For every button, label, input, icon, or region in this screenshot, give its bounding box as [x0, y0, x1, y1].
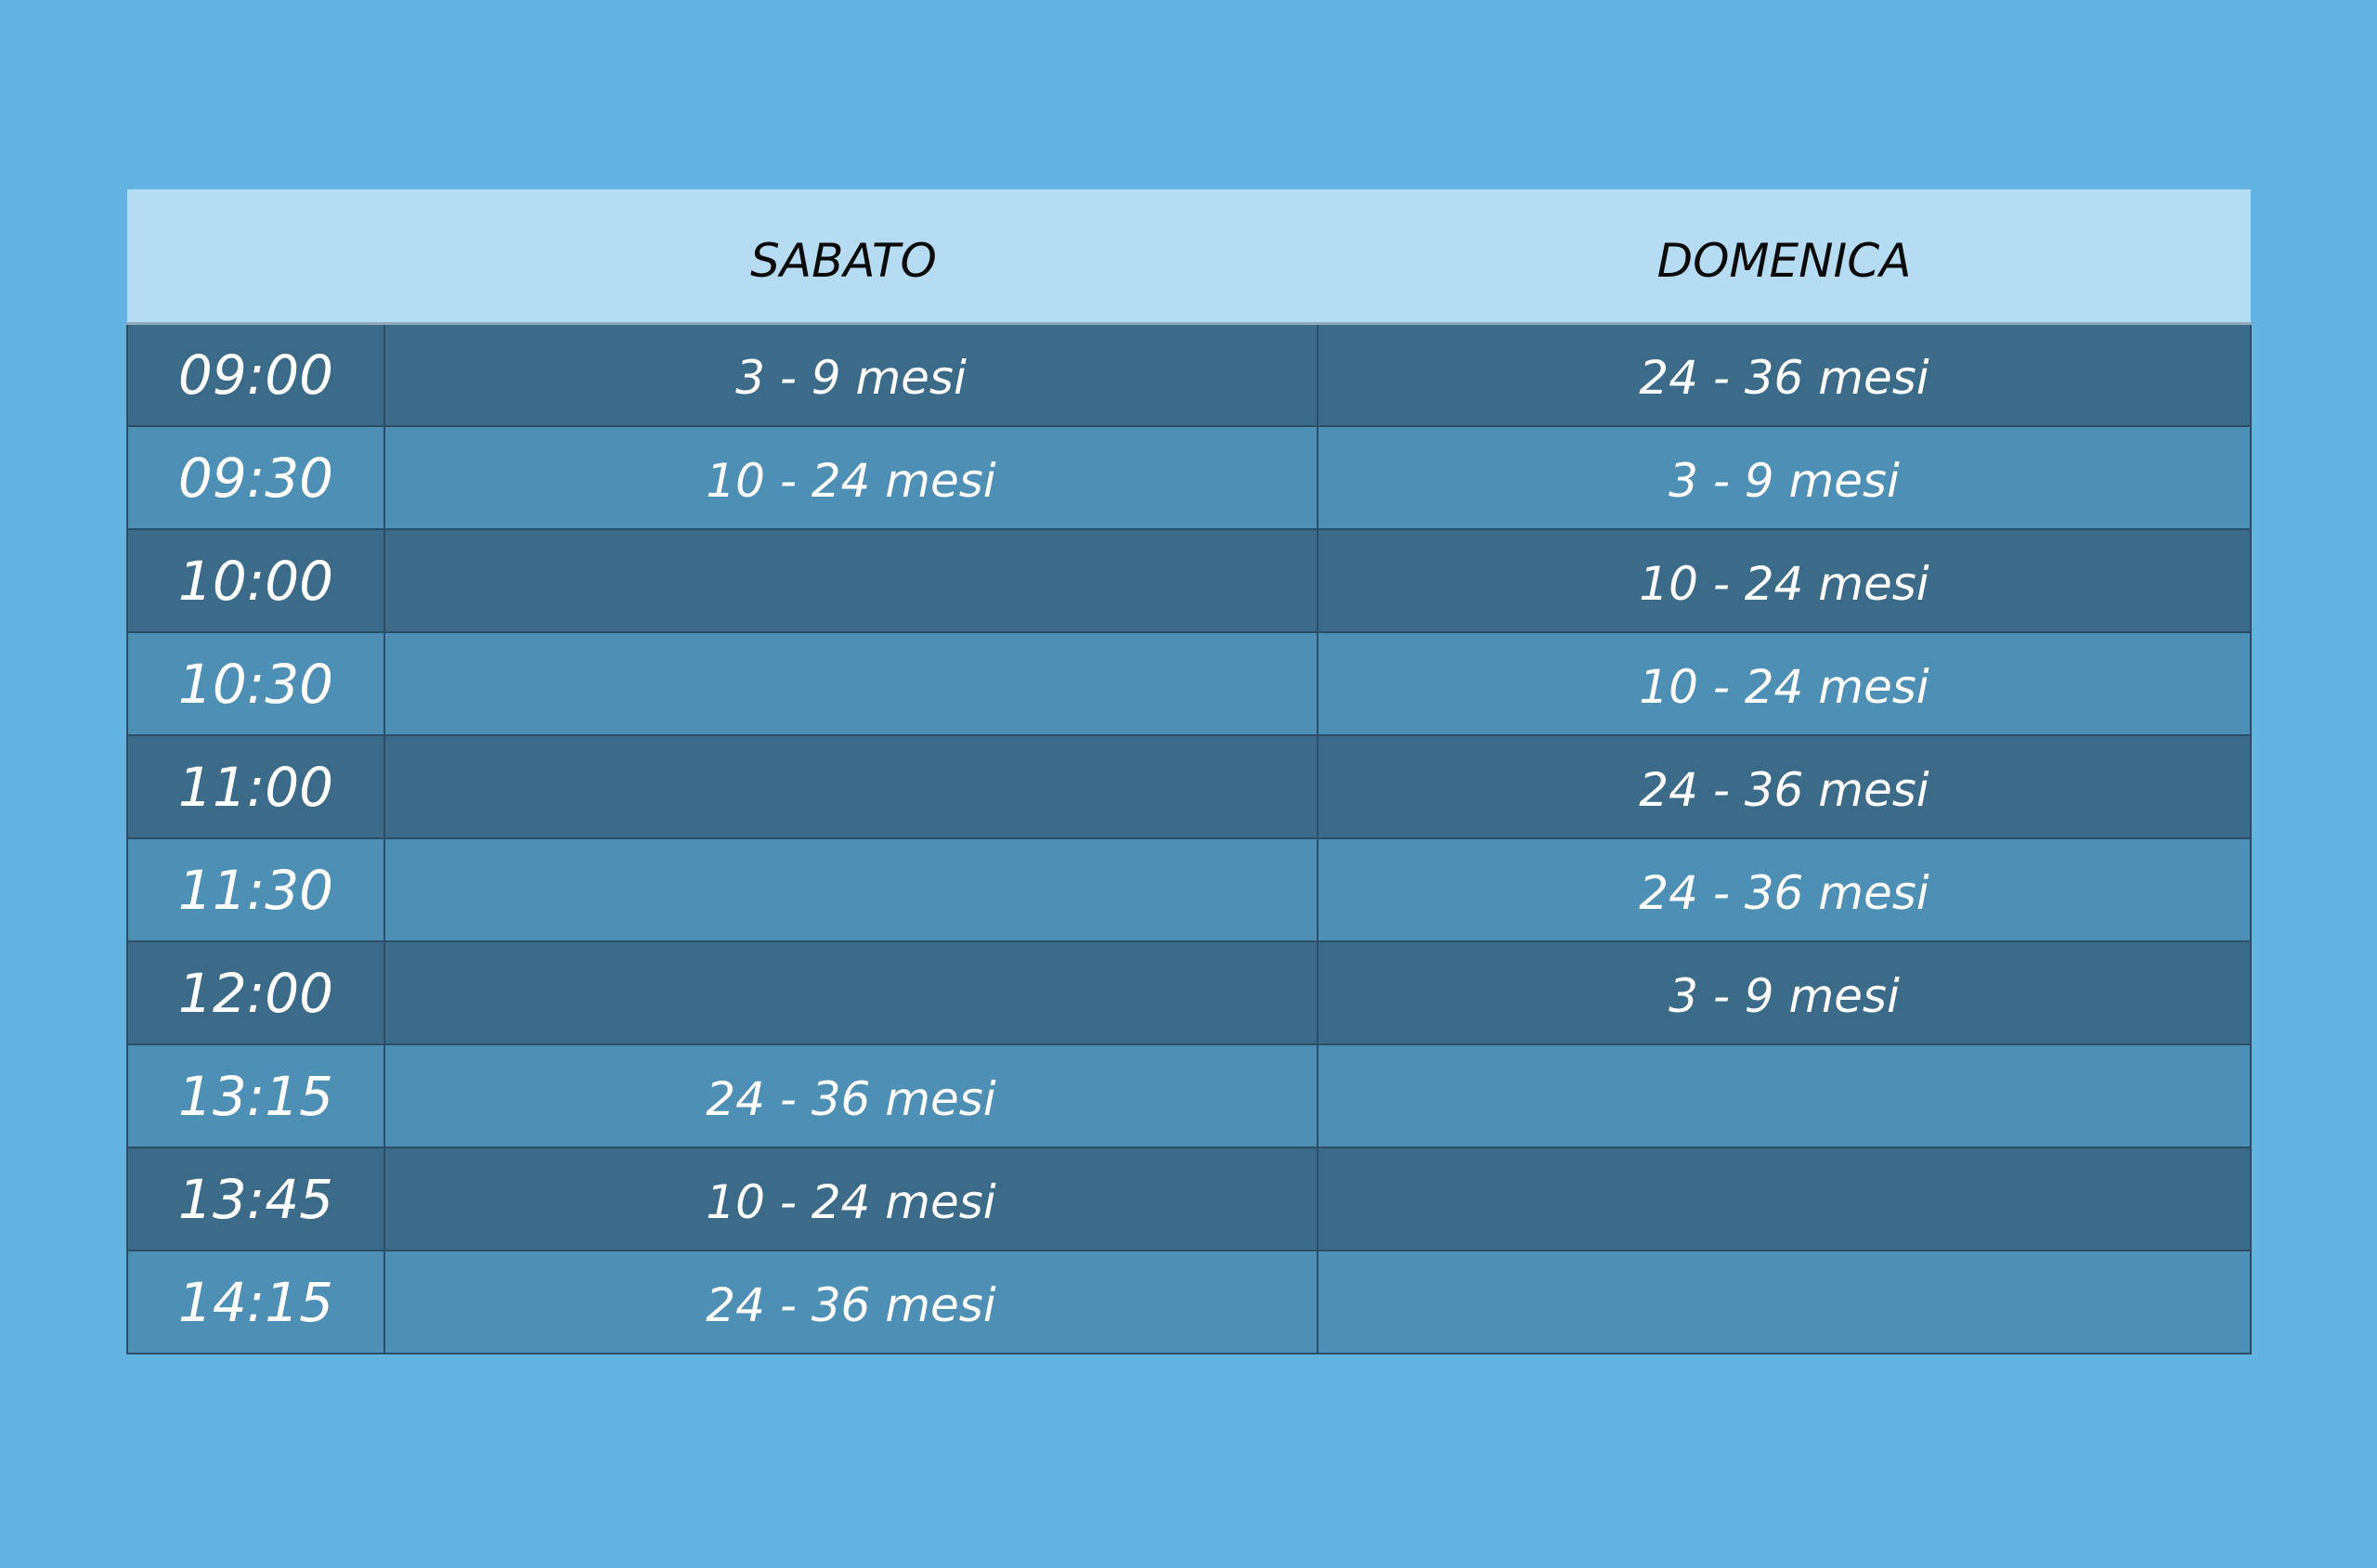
domenica-cell: 24 - 36 mesi [1317, 322, 2252, 427]
time-cell: 14:15 [126, 1250, 385, 1354]
domenica-cell-text: 24 - 36 mesi [1639, 762, 1929, 817]
table-row: 13:15 24 - 36 mesi [126, 1043, 2252, 1148]
sabato-cell: 10 - 24 mesi [383, 425, 1318, 530]
sabato-cell: 10 - 24 mesi [383, 1147, 1318, 1251]
table-row: 14:15 24 - 36 mesi [126, 1250, 2252, 1354]
domenica-cell: 10 - 24 mesi [1317, 631, 2252, 736]
header-time-cell [127, 189, 384, 325]
table-row: 09:30 10 - 24 mesi 3 - 9 mesi [126, 425, 2252, 530]
time-cell: 13:45 [126, 1147, 385, 1251]
domenica-cell-text: 10 - 24 mesi [1639, 659, 1929, 714]
sabato-cell-text: 10 - 24 mesi [706, 1174, 996, 1229]
sabato-cell: 24 - 36 mesi [383, 1043, 1318, 1148]
table-row: 10:00 10 - 24 mesi [126, 528, 2252, 633]
schedule-table: SABATO DOMENICA 09:00 3 - 9 mesi 24 - 36… [126, 189, 2252, 1354]
sabato-cell [383, 734, 1318, 839]
table-row: 11:00 24 - 36 mesi [126, 734, 2252, 839]
sabato-cell [383, 528, 1318, 633]
time-cell: 09:30 [126, 425, 385, 530]
table-row: 12:00 3 - 9 mesi [126, 940, 2252, 1045]
time-cell: 11:30 [126, 837, 385, 942]
domenica-cell-text: 10 - 24 mesi [1639, 556, 1929, 611]
time-cell: 09:00 [126, 322, 385, 427]
domenica-cell-text: 24 - 36 mesi [1639, 350, 1929, 405]
domenica-cell [1317, 1147, 2252, 1251]
domenica-cell-text: 3 - 9 mesi [1669, 968, 1900, 1023]
table-row: 13:45 10 - 24 mesi [126, 1147, 2252, 1251]
time-cell: 11:00 [126, 734, 385, 839]
table-row: 11:30 24 - 36 mesi [126, 837, 2252, 942]
domenica-cell-text: 3 - 9 mesi [1669, 453, 1900, 508]
domenica-cell: 3 - 9 mesi [1317, 940, 2252, 1045]
table-row: 09:00 3 - 9 mesi 24 - 36 mesi [126, 322, 2252, 427]
sabato-cell-text: 24 - 36 mesi [706, 1071, 996, 1126]
time-cell: 10:00 [126, 528, 385, 633]
time-cell: 10:30 [126, 631, 385, 736]
sabato-cell [383, 631, 1318, 736]
header-sabato: SABATO [384, 189, 1318, 325]
domenica-cell: 24 - 36 mesi [1317, 837, 2252, 942]
sabato-cell [383, 940, 1318, 1045]
sabato-cell-text: 24 - 36 mesi [706, 1277, 996, 1332]
sabato-cell [383, 837, 1318, 942]
time-cell: 12:00 [126, 940, 385, 1045]
header-domenica: DOMENICA [1318, 189, 2251, 325]
sabato-cell-text: 3 - 9 mesi [735, 350, 967, 405]
domenica-cell: 3 - 9 mesi [1317, 425, 2252, 530]
domenica-cell [1317, 1043, 2252, 1148]
sabato-cell-text: 10 - 24 mesi [706, 453, 996, 508]
sabato-cell: 3 - 9 mesi [383, 322, 1318, 427]
header-row: SABATO DOMENICA [127, 189, 2251, 325]
domenica-cell: 24 - 36 mesi [1317, 734, 2252, 839]
sabato-cell: 24 - 36 mesi [383, 1250, 1318, 1354]
domenica-cell: 10 - 24 mesi [1317, 528, 2252, 633]
domenica-cell-text: 24 - 36 mesi [1639, 865, 1929, 920]
domenica-cell [1317, 1250, 2252, 1354]
table-row: 10:30 10 - 24 mesi [126, 631, 2252, 736]
time-cell: 13:15 [126, 1043, 385, 1148]
